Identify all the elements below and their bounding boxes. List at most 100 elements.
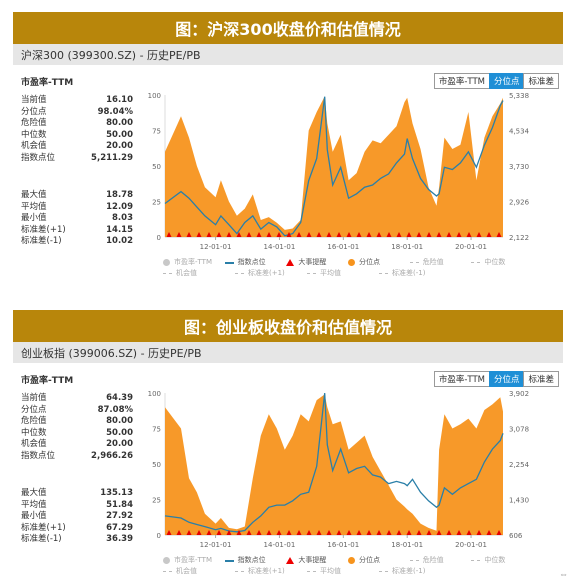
legend-label: 指数点位: [237, 258, 266, 266]
event-marker: [456, 232, 462, 237]
event-marker: [216, 232, 222, 237]
legend-item-danger[interactable]: 危险值: [409, 555, 472, 566]
stat-value: 67.29: [106, 522, 133, 533]
event-marker: [456, 530, 462, 535]
event-marker: [226, 232, 232, 237]
stat-value: 51.84: [106, 499, 133, 510]
event-marker: [346, 232, 352, 237]
stat-row: 机会值 20.00: [21, 439, 133, 451]
y-right-tick-label: 4,534: [509, 128, 530, 136]
stat-row: 最小值 8.03: [21, 213, 133, 225]
legend-item-median[interactable]: 中位数: [471, 257, 533, 268]
event-marker: [256, 530, 262, 535]
event-marker: [296, 530, 302, 535]
legend-item-percentile[interactable]: 分位点: [348, 257, 410, 268]
stat-label: 标准差(-1): [21, 236, 62, 246]
tab-percentile[interactable]: 分位点: [488, 371, 525, 387]
legend-label: 危险值: [422, 556, 444, 564]
legend-item-danger[interactable]: 危险值: [409, 257, 472, 268]
event-marker: [236, 232, 242, 237]
stat-value: 98.04%: [97, 106, 133, 117]
legend-item-average[interactable]: 平均值: [307, 566, 379, 577]
event-marker: [426, 232, 432, 237]
event-marker: [356, 530, 362, 535]
scroll-left-icon[interactable]: ⇔: [559, 569, 568, 579]
chart-legend: 市盈率-TTM 指数点位 大事提醒 分位点 危险值 中位数 机会值 标准差(+1…: [163, 257, 533, 279]
event-marker: [406, 530, 412, 535]
event-marker: [196, 232, 202, 237]
event-marker: [186, 530, 192, 535]
metric-tabs: 市盈率-TTM 分位点 标准差: [433, 73, 559, 89]
event-marker: [406, 232, 412, 237]
legend-item-std-plus[interactable]: 标准差(+1): [235, 268, 307, 279]
legend-label: 机会值: [176, 269, 197, 277]
legend-item-std-minus[interactable]: 标准差(-1): [379, 268, 451, 279]
event-marker: [166, 530, 172, 535]
legend-item-std-plus[interactable]: 标准差(+1): [235, 566, 307, 577]
stat-label: 最小值: [21, 511, 47, 521]
x-tick-label: 12-01-01: [200, 243, 232, 251]
stat-label: 危险值: [21, 118, 47, 128]
event-marker: [196, 530, 202, 535]
stat-row: 中位数 50.00: [21, 428, 133, 440]
stat-label: 指数点位: [21, 152, 56, 163]
stat-value: 87.08%: [97, 404, 133, 415]
hs300-panel: 图：沪深300收盘价和估值情况 沪深300 (399300.SZ) - 历史PE…: [13, 12, 563, 282]
legend-dash-icon: [235, 273, 244, 274]
event-marker: [206, 530, 212, 535]
legend-item-pe[interactable]: 市盈率-TTM: [163, 555, 225, 566]
stat-row: 标准差(-1) 10.02: [21, 236, 133, 248]
event-marker: [336, 530, 342, 535]
legend-item-opportunity[interactable]: 机会值: [163, 566, 235, 577]
event-marker: [366, 530, 372, 535]
stat-label: 指数点位: [21, 450, 56, 461]
event-marker: [476, 530, 482, 535]
legend-item-index[interactable]: 指数点位: [224, 555, 287, 566]
legend-dash-icon: [163, 571, 172, 572]
event-marker: [236, 530, 242, 535]
tab-pe-ttm[interactable]: 市盈率-TTM: [433, 371, 490, 387]
stat-row: 最大值 18.78: [21, 190, 133, 202]
stat-row: 机会值 20.00: [21, 141, 133, 153]
y-right-tick-label: 2,122: [509, 234, 529, 242]
tab-std-dev[interactable]: 标准差: [523, 73, 559, 89]
y-left-tick-label: 25: [152, 497, 161, 505]
y-right-tick-label: 1,430: [509, 497, 529, 505]
x-tick-label: 20-01-01: [455, 243, 487, 251]
legend-item-pe[interactable]: 市盈率-TTM: [163, 257, 225, 268]
legend-item-std-minus[interactable]: 标准差(-1): [379, 566, 451, 577]
stat-value: 10.02: [106, 236, 133, 246]
legend-item-events[interactable]: 大事提醒: [286, 257, 348, 268]
stat-label: 当前值: [21, 95, 47, 105]
y-left-tick-label: 25: [152, 199, 161, 207]
legend-item-index[interactable]: 指数点位: [224, 257, 287, 268]
stat-value: 16.10: [106, 95, 133, 105]
event-marker: [306, 232, 312, 237]
index-line: [164, 96, 504, 237]
y-left-tick-label: 100: [148, 390, 161, 398]
event-marker: [286, 530, 292, 535]
y-right-tick-label: 3,730: [509, 163, 529, 171]
legend-item-opportunity[interactable]: 机会值: [163, 268, 235, 279]
stat-row: 最大值 135.13: [21, 488, 133, 500]
stat-row: 当前值 64.39: [21, 393, 133, 405]
legend-label: 市盈率-TTM: [174, 556, 212, 564]
legend-item-events[interactable]: 大事提醒: [286, 555, 348, 566]
stat-value: 36.39: [106, 534, 133, 544]
legend-item-average[interactable]: 平均值: [307, 268, 379, 279]
stats-group-secondary: 最大值 135.13 平均值 51.84 最小值 27.92 标准差(+1) 67.29…: [21, 488, 133, 546]
event-marker: [206, 232, 212, 237]
stat-value: 2,966.26: [91, 450, 133, 461]
tab-pe-ttm[interactable]: 市盈率-TTM: [433, 73, 490, 89]
tab-std-dev[interactable]: 标准差: [523, 371, 559, 387]
event-marker: [376, 232, 382, 237]
y-right-tick-label: 2,254: [509, 461, 530, 469]
stat-label: 分位点: [21, 404, 47, 415]
metric-title: 市盈率-TTM: [21, 78, 74, 88]
legend-item-median[interactable]: 中位数: [471, 555, 533, 566]
percentile-index-chart: 0 25 50 75 100 606 1,430 2,254 3,078 3,902 12-01-0…: [148, 390, 530, 549]
legend-item-percentile[interactable]: 分位点: [348, 555, 410, 566]
stat-value: 20.00: [106, 439, 133, 449]
x-tick-label: 18-01-01: [391, 243, 423, 251]
tab-percentile[interactable]: 分位点: [488, 73, 525, 89]
